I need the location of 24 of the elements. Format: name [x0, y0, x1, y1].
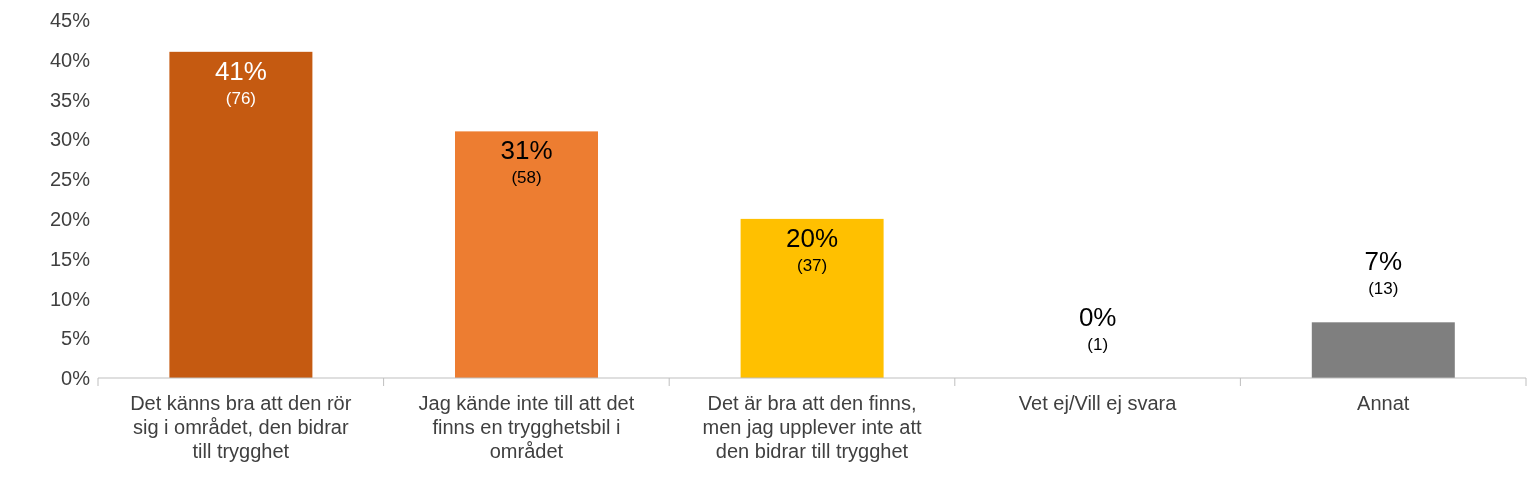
y-tick-label: 0% — [61, 367, 91, 390]
x-tick-label: Vet ej/Vill ej svara — [1018, 392, 1178, 414]
x-tick-label: Det är bra att den finns, men jag upplever inte att den bidrar till trygghet — [702, 392, 922, 462]
y-tick-label: 15% — [49, 247, 91, 270]
bar — [1311, 322, 1455, 378]
x-tick-label: Jag kände inte till att det finns en trygghetsbil i området — [418, 392, 635, 462]
y-tick-label: 10% — [49, 287, 91, 310]
data-label: 0% (1) — [1078, 302, 1117, 354]
bar — [455, 131, 598, 378]
bar — [740, 218, 884, 378]
y-tick-label: 5% — [61, 327, 91, 350]
x-tick-label: Annat — [1357, 392, 1410, 414]
y-tick-label: 30% — [49, 128, 91, 151]
data-label: 7% (13) — [1364, 246, 1403, 299]
x-tick-label: Det känns bra att den rör sig i området, den bidrar till trygghet — [130, 392, 352, 462]
y-tick-label: 40% — [49, 48, 91, 71]
data-label: 41% (76) — [214, 55, 267, 108]
bar — [169, 51, 313, 378]
y-tick-label: 45% — [49, 9, 91, 32]
y-tick-label: 35% — [49, 88, 91, 111]
y-tick-label: 25% — [49, 168, 91, 191]
y-tick-label: 20% — [49, 207, 91, 230]
data-label: 31% (58) — [500, 135, 553, 188]
data-label: 20% (37) — [786, 222, 839, 275]
